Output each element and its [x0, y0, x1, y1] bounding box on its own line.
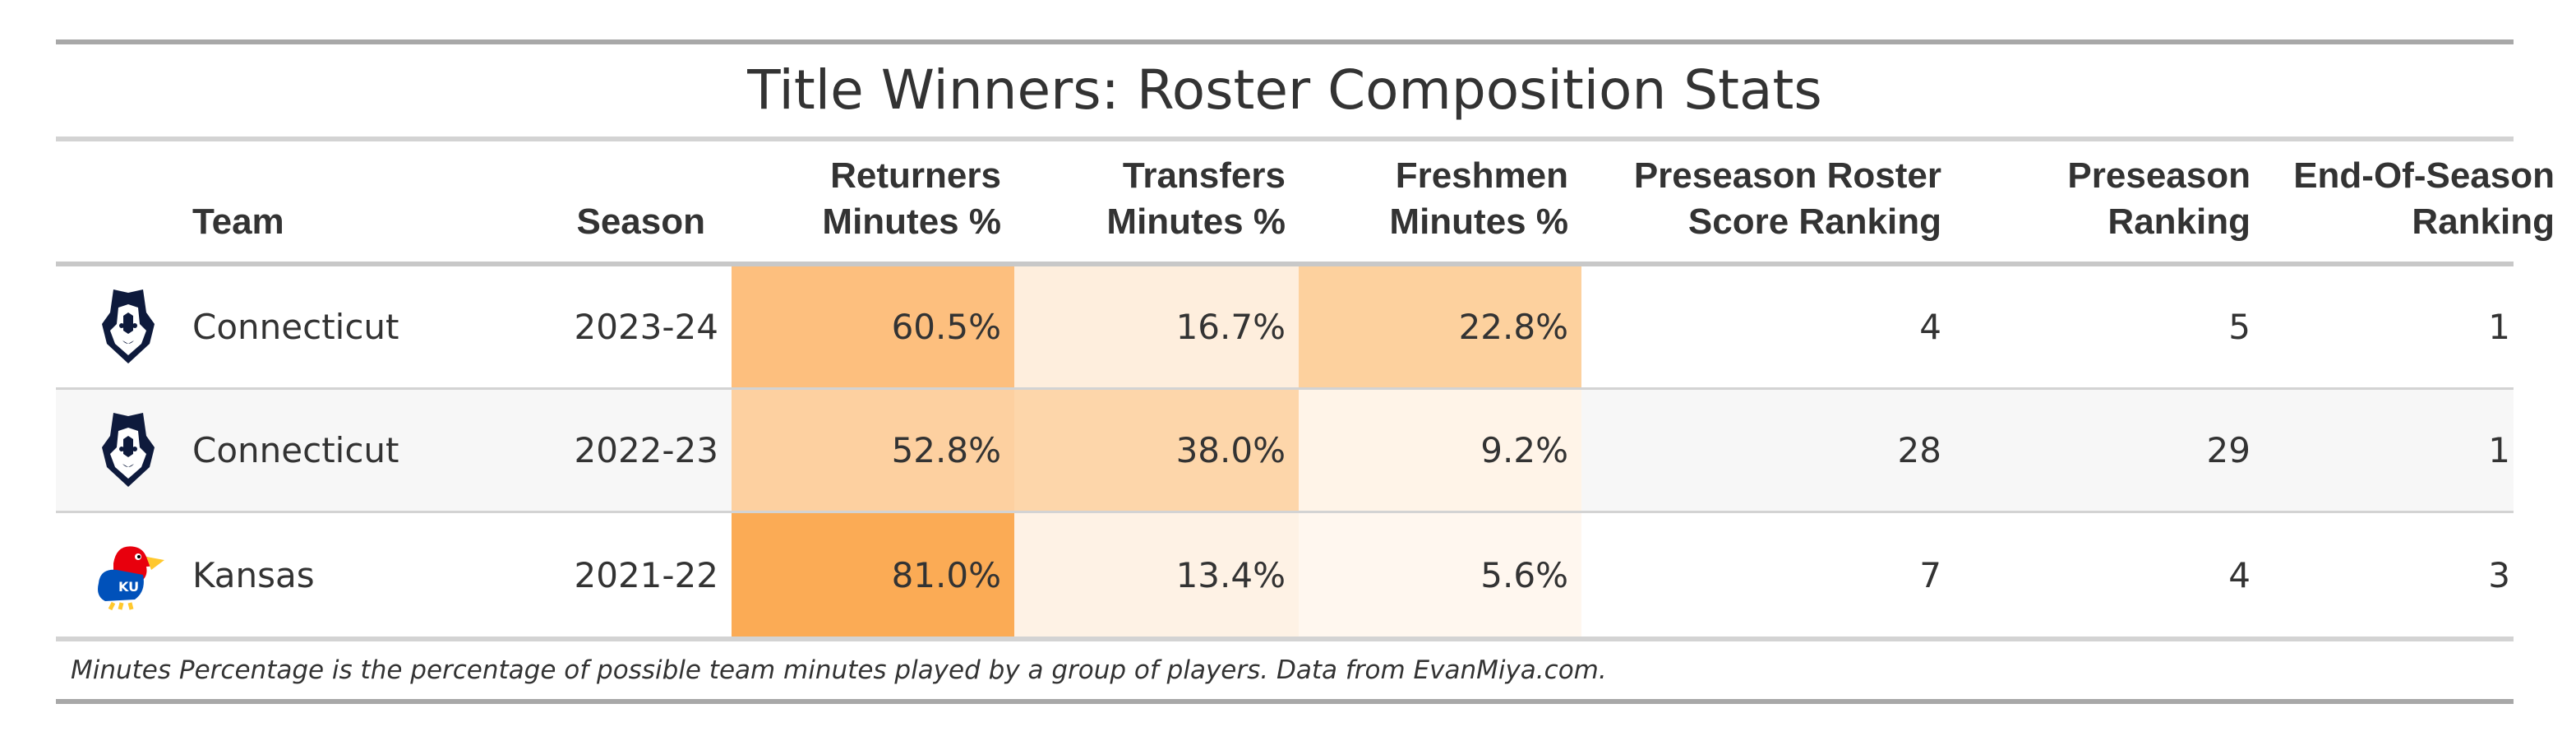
- roster-score-ranking: 28: [1897, 430, 1941, 470]
- transfers-minutes: 16.7%: [1014, 266, 1299, 387]
- header-season: Season: [576, 201, 705, 242]
- table-row: Connecticut 2023-24 60.5% 16.7% 22.8% 4 …: [56, 266, 2514, 390]
- kansas-jayhawk-logo-icon: KU: [89, 513, 168, 637]
- preseason-ranking: 29: [2206, 430, 2251, 470]
- header-divider: [56, 262, 2514, 266]
- uconn-husky-logo-icon: [89, 266, 168, 387]
- returners-minutes: 81.0%: [732, 513, 1014, 637]
- preseason-ranking: 5: [2228, 307, 2251, 347]
- returners-minutes: 60.5%: [732, 266, 1014, 387]
- team-name: Connecticut: [192, 307, 399, 347]
- footer-divider: [56, 637, 2514, 641]
- transfers-minutes: 38.0%: [1014, 390, 1299, 511]
- uconn-husky-logo-icon: [89, 390, 168, 511]
- season: 2022-23: [574, 430, 719, 470]
- header-preseason: Preseason Ranking: [2067, 155, 2251, 242]
- preseason-ranking: 4: [2228, 554, 2251, 595]
- table-title: Title Winners: Roster Composition Stats: [747, 58, 1822, 122]
- team-name: Kansas: [192, 554, 315, 595]
- end-of-season-ranking: 3: [2488, 554, 2510, 595]
- roster-score-ranking: 4: [1919, 307, 1941, 347]
- header-returners: Returners Minutes %: [822, 155, 1001, 242]
- season: 2023-24: [574, 307, 719, 347]
- table-row: KU Kansas 2021-22 81.0% 13.4% 5.6% 7 4 3: [56, 513, 2514, 637]
- table-top-rule: [56, 39, 2514, 44]
- end-of-season-ranking: 1: [2488, 430, 2510, 470]
- transfers-minutes: 13.4%: [1014, 513, 1299, 637]
- freshmen-minutes: 9.2%: [1299, 390, 1581, 511]
- freshmen-minutes: 22.8%: [1299, 266, 1581, 387]
- end-of-season-ranking: 1: [2488, 307, 2510, 347]
- roster-table: Title Winners: Roster Composition Stats …: [56, 39, 2555, 704]
- team-name: Connecticut: [192, 430, 399, 470]
- table-bottom-rule: [56, 699, 2514, 704]
- season: 2021-22: [574, 554, 719, 595]
- roster-score-ranking: 7: [1919, 554, 1941, 595]
- table-row: Connecticut 2022-23 52.8% 38.0% 9.2% 28 …: [56, 390, 2514, 513]
- table-header: Team Season Returners Minutes % Transfer…: [56, 141, 2555, 262]
- title-divider: [56, 137, 2514, 141]
- header-roster-score: Preseason Roster Score Ranking: [1633, 155, 1941, 242]
- header-team: Team: [192, 201, 284, 242]
- header-transfers: Transfers Minutes %: [1106, 155, 1286, 242]
- freshmen-minutes: 5.6%: [1299, 513, 1581, 637]
- svg-text:KU: KU: [118, 579, 139, 595]
- header-freshmen: Freshmen Minutes %: [1389, 155, 1568, 242]
- table-footnote: Minutes Percentage is the percentage of …: [71, 655, 1607, 685]
- returners-minutes: 52.8%: [732, 390, 1014, 511]
- header-end-of-season: End-Of-Season Ranking: [2293, 155, 2555, 242]
